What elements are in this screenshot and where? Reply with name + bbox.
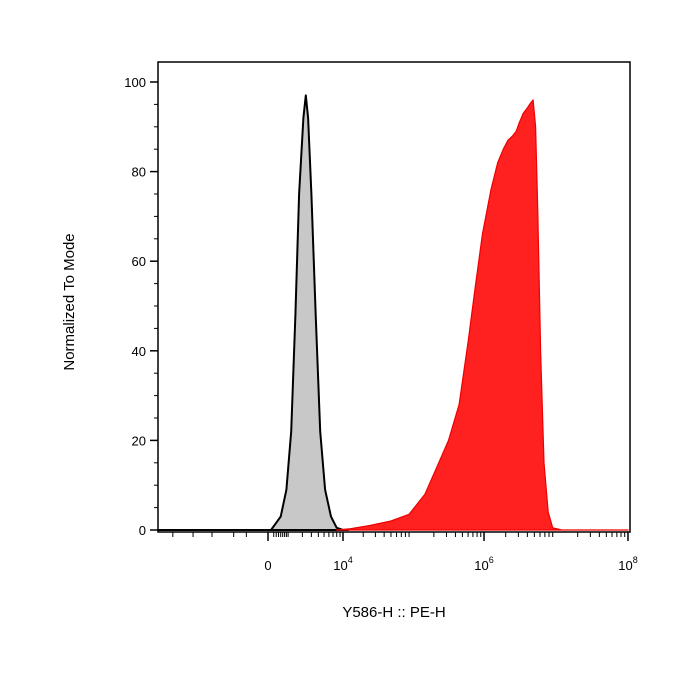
x-axis: 0 104 106 108 <box>172 532 638 573</box>
x-tick-label: 104 <box>333 555 352 573</box>
series-1-area <box>157 94 350 531</box>
y-tick-label: 80 <box>132 165 146 180</box>
y-axis-title: Normalized To Mode <box>61 233 78 370</box>
x-tick-label: 108 <box>618 555 637 573</box>
plot-area <box>157 61 631 533</box>
x-axis-title: Y586-H :: PE-H <box>342 604 445 621</box>
y-tick-label: 100 <box>124 75 146 90</box>
x-tick-label: 106 <box>474 555 493 573</box>
y-tick-label: 40 <box>132 344 146 359</box>
y-tick-label: 20 <box>132 433 146 448</box>
x-tick-label: 0 <box>264 558 271 573</box>
series-2-area <box>336 99 629 531</box>
y-axis: 0 20 40 60 80 100 <box>124 75 158 538</box>
plot-frame <box>157 61 631 533</box>
series-layer <box>157 94 629 531</box>
y-tick-label: 0 <box>139 523 146 538</box>
y-tick-label: 60 <box>132 254 146 269</box>
